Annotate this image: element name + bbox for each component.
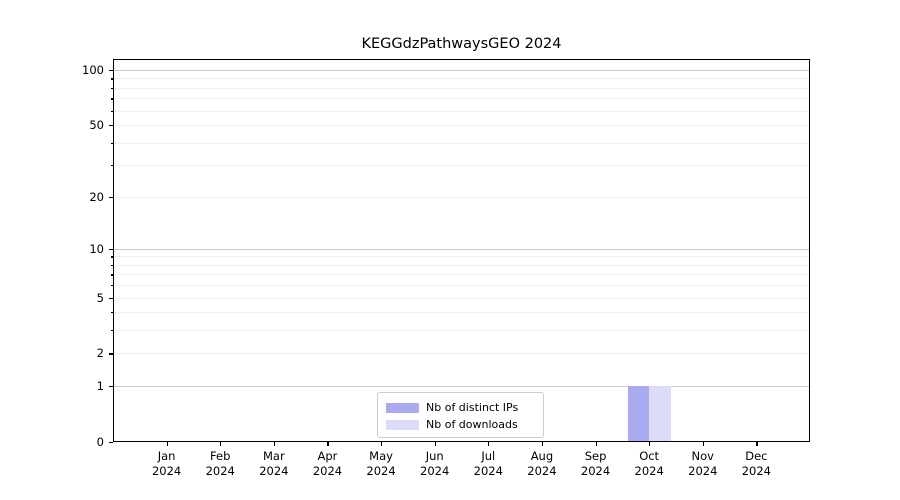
minor-gridline — [113, 274, 810, 276]
x-tick-mark — [220, 442, 222, 446]
minor-gridline — [113, 196, 810, 198]
major-gridline — [113, 248, 810, 250]
y-tick-mark — [109, 353, 113, 355]
legend-swatch-downloads — [386, 419, 419, 430]
chart-title: KEGGdzPathwaysGEO 2024 — [361, 36, 562, 52]
x-tick-mark — [381, 442, 383, 446]
legend-swatch-distinct-ips — [386, 402, 419, 413]
plot-frame — [113, 59, 810, 442]
minor-gridline — [113, 330, 810, 332]
y-tick-mark — [109, 442, 113, 444]
y-tick-label: 5 — [96, 290, 104, 305]
bar-downloads — [649, 386, 671, 442]
y-minor-tick-mark — [111, 312, 113, 314]
legend-entry-downloads: Nb of downloads — [386, 416, 535, 433]
minor-gridline — [113, 142, 810, 144]
x-tick-label: Jan 2024 — [151, 449, 182, 478]
x-tick-mark — [488, 442, 490, 446]
x-tick-mark — [702, 442, 704, 446]
x-tick-label: Jul 2024 — [473, 449, 503, 478]
plot-area — [113, 59, 810, 442]
x-tick-mark — [166, 442, 168, 446]
y-tick-label: 1 — [96, 379, 104, 394]
y-tick-label: 100 — [82, 63, 104, 77]
x-tick-label: Aug 2024 — [527, 449, 557, 478]
y-minor-tick-mark — [111, 165, 113, 167]
y-tick-label: 2 — [96, 346, 104, 361]
y-minor-tick-mark — [111, 274, 113, 276]
legend-entry-distinct-ips: Nb of distinct IPs — [386, 399, 535, 416]
minor-gridline — [113, 78, 810, 80]
x-tick-label: Jun 2024 — [420, 449, 450, 478]
y-tick-mark — [109, 125, 113, 127]
legend-label-downloads: Nb of downloads — [426, 418, 518, 431]
major-gridline — [113, 70, 810, 71]
x-tick-label: Apr 2024 — [312, 449, 343, 478]
x-tick-label: Oct 2024 — [634, 449, 664, 478]
minor-gridline — [113, 87, 810, 89]
y-minor-tick-mark — [111, 78, 113, 80]
x-tick-label: Nov 2024 — [688, 449, 718, 478]
y-minor-tick-mark — [111, 264, 113, 267]
minor-gridline — [113, 312, 810, 314]
x-tick-mark — [327, 442, 329, 446]
y-tick-mark — [109, 196, 113, 198]
x-tick-label: Dec 2024 — [741, 449, 772, 478]
y-minor-tick-mark — [111, 330, 113, 332]
x-tick-mark — [595, 442, 597, 446]
y-tick-mark — [109, 70, 113, 72]
x-tick-label: Mar 2024 — [259, 449, 289, 478]
legend: Nb of distinct IPs Nb of downloads — [377, 392, 544, 438]
minor-gridline — [113, 264, 810, 266]
minor-gridline — [113, 256, 810, 258]
y-minor-tick-mark — [111, 285, 113, 287]
x-tick-mark — [273, 442, 276, 446]
y-tick-label: 10 — [89, 241, 104, 256]
major-gridline — [113, 386, 810, 388]
y-minor-tick-mark — [111, 87, 113, 89]
y-tick-label: 50 — [89, 118, 104, 133]
y-minor-tick-mark — [111, 98, 113, 100]
y-minor-tick-mark — [111, 142, 113, 144]
bar-distinct-ips — [627, 386, 650, 442]
y-tick-label: 0 — [96, 435, 104, 449]
y-tick-label: 20 — [89, 189, 104, 204]
minor-gridline — [113, 98, 810, 100]
y-minor-tick-mark — [111, 110, 113, 112]
minor-gridline — [113, 297, 810, 299]
x-tick-mark — [434, 442, 436, 446]
x-tick-mark — [756, 442, 758, 446]
minor-gridline — [113, 285, 810, 287]
x-tick-label: Feb 2024 — [205, 449, 235, 478]
minor-gridline — [113, 125, 810, 127]
legend-label-distinct-ips: Nb of distinct IPs — [426, 401, 519, 414]
y-minor-tick-mark — [111, 256, 113, 258]
x-tick-mark — [649, 442, 651, 446]
x-tick-label: Sep 2024 — [580, 449, 611, 478]
minor-gridline — [113, 110, 810, 112]
minor-gridline — [113, 165, 810, 167]
y-tick-mark — [109, 386, 113, 388]
minor-gridline — [113, 353, 810, 355]
y-tick-mark — [109, 248, 113, 250]
x-tick-label: May 2024 — [366, 449, 396, 478]
x-tick-mark — [541, 442, 544, 446]
y-tick-mark — [109, 297, 113, 299]
